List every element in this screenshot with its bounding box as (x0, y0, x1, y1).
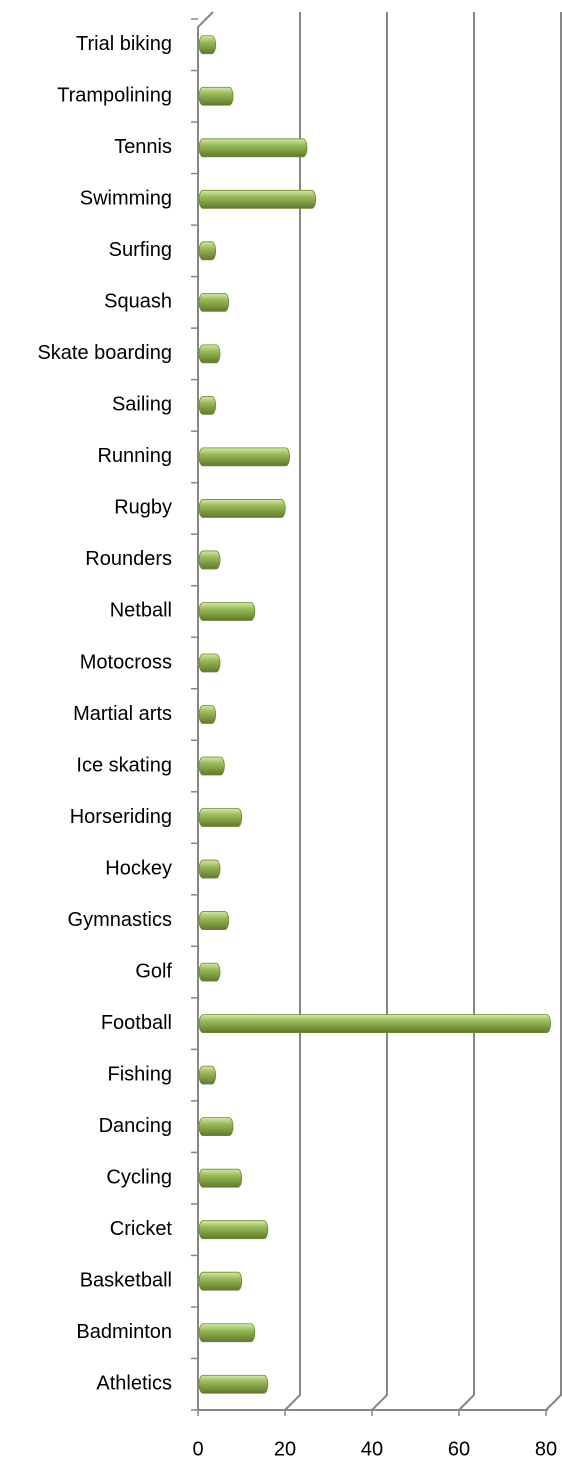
y-tick-label: Cycling (106, 1166, 172, 1188)
y-tick-label: Gymnastics (68, 909, 172, 931)
bar (198, 1374, 269, 1394)
bar-group (198, 756, 225, 776)
y-tick-label: Football (101, 1012, 172, 1034)
bar (198, 1271, 243, 1291)
bar-group (198, 1065, 217, 1085)
bar (198, 395, 217, 415)
grid-line (545, 12, 562, 1411)
bar-group (198, 602, 256, 621)
y-tick-label: Athletics (96, 1373, 172, 1395)
y-tick-label: Running (97, 445, 172, 467)
bar-group (198, 395, 217, 415)
bar (198, 35, 217, 55)
y-tick-label: Basketball (80, 1269, 172, 1291)
bar (198, 1065, 217, 1085)
grid-line (371, 12, 388, 1411)
grid-line (458, 12, 475, 1411)
bar-group (198, 1117, 234, 1137)
bar-group (198, 344, 221, 364)
bar-group (198, 859, 221, 879)
y-tick-label: Sailing (112, 394, 172, 416)
y-axis (197, 11, 214, 1410)
y-tick-label: Ice skating (76, 754, 172, 776)
grid-line (284, 12, 301, 1411)
y-tick-label: Tennis (114, 136, 172, 158)
bar-group (198, 447, 291, 467)
bar (198, 911, 230, 930)
bar-group (198, 550, 221, 570)
x-tick-label: 40 (361, 1438, 383, 1460)
bar (198, 1117, 234, 1137)
bar (198, 653, 221, 673)
y-tick-label: Surfing (109, 239, 172, 261)
bar-group (198, 1220, 269, 1240)
bar (198, 705, 217, 724)
y-tick-label: Golf (135, 960, 172, 982)
y-tick-label: Hockey (105, 857, 172, 879)
bar (198, 602, 256, 621)
y-tick-label: Motocross (80, 651, 172, 673)
bar-group (198, 1168, 243, 1188)
bar-group (198, 499, 286, 518)
bar (198, 86, 234, 106)
x-tick-label: 80 (535, 1438, 557, 1460)
bar (198, 1220, 269, 1240)
y-tick-label: Badminton (76, 1321, 172, 1343)
bar (198, 344, 221, 364)
bar-group (198, 35, 217, 55)
y-tick-label: Skate boarding (37, 342, 172, 364)
y-tick-label: Horseriding (70, 806, 172, 828)
y-tick-label: Fishing (108, 1063, 172, 1085)
bar-group (198, 962, 221, 982)
bar-group (198, 1374, 269, 1394)
bar-group (198, 911, 230, 930)
bar (198, 962, 221, 982)
bar-group (198, 1271, 243, 1291)
y-tick-label: Squash (104, 291, 172, 313)
y-tick-label: Trampolining (57, 85, 172, 107)
bar-group (198, 1014, 552, 1034)
bar (198, 241, 217, 261)
y-tick-label: Dancing (99, 1115, 172, 1137)
bar (198, 292, 230, 312)
y-tick-label: Trial biking (76, 33, 172, 55)
bar-group (198, 189, 317, 209)
bar-group (198, 653, 221, 673)
bar-group (198, 1323, 256, 1343)
bar-group (198, 138, 308, 158)
bar-group (198, 241, 217, 261)
bar (198, 550, 221, 570)
bar (198, 859, 221, 879)
bar (198, 756, 225, 776)
bar-group (198, 292, 230, 312)
bar (198, 808, 243, 827)
bar (198, 447, 291, 467)
y-tick-label: Martial arts (73, 703, 172, 725)
y-tick-label: Netball (110, 600, 172, 622)
bar-group (198, 86, 234, 106)
y-tick-label: Rugby (114, 497, 172, 519)
y-tick-label: Rounders (85, 548, 172, 570)
bar (198, 1168, 243, 1188)
bar-group (198, 705, 217, 724)
y-tick-label: Swimming (80, 188, 172, 210)
y-tick-label: Cricket (110, 1218, 173, 1240)
bar (198, 1014, 552, 1034)
bar (198, 499, 286, 518)
x-tick-label: 0 (192, 1438, 203, 1460)
x-tick-label: 60 (448, 1438, 470, 1460)
bar (198, 138, 308, 158)
bar (198, 1323, 256, 1343)
bar (198, 189, 317, 209)
bar-group (198, 808, 243, 827)
x-tick-label: 20 (274, 1438, 296, 1460)
